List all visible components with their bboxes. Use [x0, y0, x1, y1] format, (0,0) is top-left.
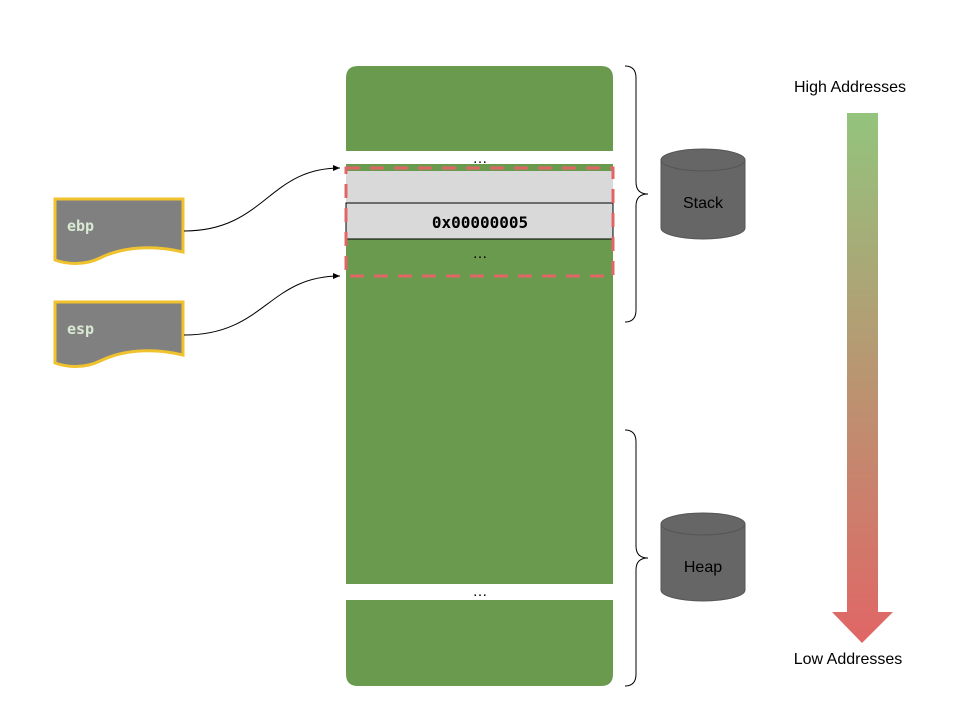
- register-esp-shape: [53, 300, 185, 368]
- address-direction-arrow: High Addresses Low Addresses: [794, 79, 906, 668]
- stack-brace: [624, 65, 649, 323]
- high-addresses-label: High Addresses: [794, 79, 906, 96]
- low-addresses-label: Low Addresses: [794, 651, 903, 668]
- value-cell: [345, 202, 614, 240]
- heap-label: Heap: [684, 559, 722, 576]
- stack-label: Stack: [683, 195, 724, 212]
- ebp-pointer-arrow: [183, 165, 341, 232]
- stack-frame-outline: [344, 166, 615, 278]
- register-ebp-label: ebp: [67, 217, 94, 235]
- empty-cell: [346, 171, 613, 203]
- memory-block-bottom: [346, 600, 613, 686]
- heap-cylinder-icon: Heap: [660, 512, 746, 602]
- ellipsis-top: …: [473, 150, 488, 167]
- down-arrow-icon: [832, 113, 893, 643]
- register-esp: esp: [53, 300, 185, 368]
- heap-brace: [624, 429, 649, 687]
- ellipsis-frame: …: [473, 245, 488, 262]
- ellipsis-bottom: …: [473, 583, 488, 600]
- value-cell-text: 0x00000005: [432, 213, 528, 232]
- stack-cylinder-icon: Stack: [660, 148, 746, 240]
- register-ebp-shape: [53, 197, 185, 265]
- register-ebp: ebp: [53, 197, 185, 265]
- memory-block-top: [346, 66, 613, 151]
- esp-pointer-arrow: [183, 273, 341, 336]
- memory-column: 0x00000005 … … …: [344, 66, 615, 686]
- register-esp-label: esp: [67, 320, 94, 338]
